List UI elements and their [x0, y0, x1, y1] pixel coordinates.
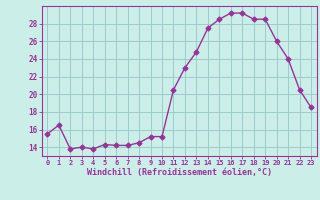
- X-axis label: Windchill (Refroidissement éolien,°C): Windchill (Refroidissement éolien,°C): [87, 168, 272, 177]
